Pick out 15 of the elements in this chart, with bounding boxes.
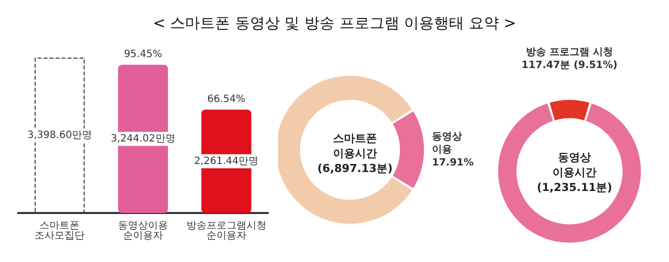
slice-label: 방송 프로그램 시청 [526, 47, 613, 58]
x-tick-label: 스마트폰 조사모집단 [34, 220, 85, 242]
data-label: 2,261.44만명 [194, 156, 259, 167]
annotation: 66.54% [207, 94, 246, 106]
annotation: 95.45% [124, 49, 162, 60]
data-label: 17.91% [432, 157, 474, 168]
text: 동영상 이용시간 (1,235.11분) [536, 151, 612, 194]
x-tick-label: 방송프로그램시청 순이용자 [186, 220, 266, 242]
text: 스마트폰 이용시간 (6,897.13분) [317, 132, 393, 175]
data-label: 3,244.02만명 [110, 133, 176, 144]
text: < 스마트폰 동영상 및 방송 프로그램 이용행태 요약 > [152, 13, 518, 34]
slice-label: 동영상 이용 [432, 131, 462, 156]
data-label: 117.47분 (9.51%) [522, 60, 618, 71]
data-label: 3,398.60만명 [27, 130, 92, 141]
x-tick-label: 동영상이용 순이용자 [118, 220, 168, 242]
